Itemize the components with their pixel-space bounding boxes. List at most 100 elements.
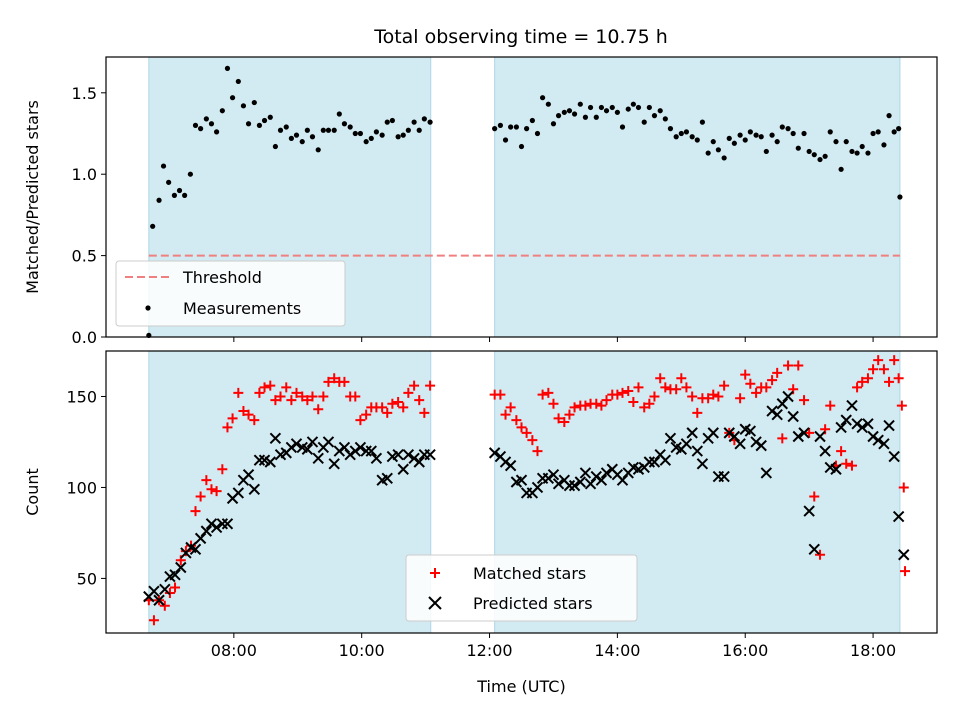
- matched-star-point: [318, 391, 329, 402]
- matched-star-point: [419, 407, 430, 418]
- predicted-star-point: [664, 432, 677, 445]
- measurement-point: [833, 139, 839, 145]
- legend-matched-label: Matched stars: [473, 564, 586, 583]
- predicted-star-point: [744, 425, 757, 437]
- matched-star-point: [878, 364, 889, 375]
- measurement-point: [721, 155, 727, 161]
- measurement-point: [325, 127, 332, 133]
- measurement-point: [309, 134, 316, 140]
- matched-star-point: [286, 395, 297, 406]
- legend-predicted-marker: [428, 596, 442, 610]
- matched-star-point: [783, 360, 794, 371]
- predicted-star-point: [360, 445, 372, 457]
- measurement-point: [171, 192, 177, 198]
- predicted-star-point: [851, 418, 863, 430]
- counts-y-axis-label: Count: [23, 468, 42, 516]
- matched-star-point: [361, 409, 372, 420]
- measurement-point: [614, 109, 620, 115]
- measurement-point: [245, 121, 252, 127]
- predicted-star-point: [600, 467, 613, 479]
- measurement-point: [683, 129, 690, 135]
- predicted-star-point: [333, 445, 346, 457]
- measurement-point: [293, 132, 300, 138]
- measurement-point: [160, 163, 167, 169]
- measurement-point: [416, 127, 422, 133]
- measurement-point: [587, 104, 594, 111]
- predicted-star-point: [808, 543, 820, 556]
- predicted-star-point: [814, 430, 826, 443]
- matched-star-point: [243, 409, 254, 420]
- matched-star-point: [591, 398, 602, 409]
- matched-star-point: [900, 566, 911, 577]
- measurement-point: [822, 153, 828, 159]
- measurement-point: [630, 101, 636, 107]
- predicted-star-point: [830, 463, 842, 475]
- counts-y-tick-label: 100: [66, 478, 97, 497]
- measurement-point: [502, 137, 509, 143]
- measurement-point: [251, 99, 257, 106]
- measurement-point: [198, 126, 204, 132]
- counts-y-tick-label: 150: [66, 387, 97, 406]
- measurement-point: [689, 134, 695, 140]
- matched-star-point: [793, 360, 804, 371]
- counts-y-tick-label: 50: [77, 569, 97, 588]
- measurement-point: [315, 147, 321, 153]
- predicted-star-point: [504, 459, 517, 472]
- matched-star-point: [527, 435, 538, 446]
- measurement-point: [150, 223, 156, 229]
- measurement-point: [785, 126, 791, 132]
- measurement-point: [662, 116, 668, 122]
- matched-star-point: [211, 486, 222, 497]
- matched-star-point: [521, 427, 532, 438]
- measurement-point: [224, 65, 231, 71]
- matched-star-point: [227, 413, 238, 424]
- matched-star-point: [323, 376, 334, 387]
- measurement-point: [240, 103, 247, 109]
- ratio-shaded-band-1: [494, 56, 901, 338]
- measurement-point: [389, 117, 395, 124]
- measurement-point: [518, 143, 525, 150]
- measurement-point: [854, 150, 860, 156]
- matched-star-point: [313, 404, 324, 415]
- measurement-point: [341, 121, 348, 127]
- predicted-star-point: [232, 487, 245, 499]
- measurement-point: [598, 104, 605, 111]
- matched-star-point: [809, 491, 820, 502]
- measurement-point: [400, 132, 406, 138]
- predicted-star-point: [707, 427, 719, 439]
- ratio-panel: 0.0 0.5 1.0 1.5 Matched/Predicted stars Thr…: [23, 56, 938, 347]
- matched-star-point: [553, 413, 564, 424]
- measurement-point: [673, 134, 679, 140]
- matched-star-point: [612, 389, 623, 400]
- matched-star-point: [639, 402, 650, 413]
- matched-star-point: [500, 409, 511, 420]
- matched-star-point: [148, 615, 159, 626]
- matched-star-point: [516, 422, 527, 433]
- matched-star-point: [281, 382, 292, 393]
- measurement-point: [368, 135, 374, 141]
- predicted-stars-series: [143, 390, 910, 606]
- predicted-star-point: [322, 436, 335, 448]
- measurement-point: [737, 132, 743, 138]
- predicted-star-point: [883, 419, 895, 432]
- matched-star-point: [681, 382, 692, 393]
- measurement-point: [593, 114, 599, 120]
- matched-star-point: [644, 398, 655, 409]
- predicted-star-point: [248, 483, 261, 495]
- matched-star-point: [409, 380, 420, 391]
- predicted-star-point: [787, 410, 799, 423]
- predicted-star-point: [306, 436, 319, 448]
- predicted-star-point: [499, 456, 512, 468]
- measurement-point: [550, 121, 557, 127]
- predicted-star-point: [771, 408, 783, 421]
- ratio-y-tick-label: 1.5: [72, 84, 97, 103]
- measurement-point: [539, 95, 546, 101]
- measurement-point: [336, 111, 342, 117]
- predicted-star-point: [290, 438, 303, 450]
- matched-star-point: [265, 380, 276, 391]
- matched-star-point: [719, 380, 730, 391]
- predicted-star-point: [354, 441, 367, 454]
- predicted-star-point: [840, 414, 852, 426]
- matched-star-point: [233, 387, 244, 398]
